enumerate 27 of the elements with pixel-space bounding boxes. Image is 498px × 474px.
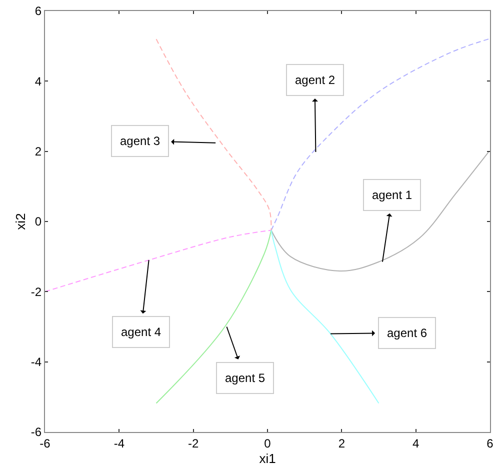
annotation: agent 3 <box>120 134 160 148</box>
line-series <box>156 38 272 231</box>
y-axis-title: xi2 <box>12 213 28 230</box>
x-tick-label: 4 <box>412 436 420 450</box>
annotation: agent 5 <box>225 371 266 385</box>
x-tick-label: 0 <box>264 436 272 450</box>
line-series <box>270 230 380 404</box>
y-tick-label: 4 <box>34 74 42 88</box>
x-tick-label: -4 <box>114 436 125 450</box>
annotation: agent 1 <box>372 188 412 202</box>
y-tick-label: -4 <box>30 355 42 370</box>
annotation: agent 4 <box>121 325 162 339</box>
line-series <box>270 152 490 272</box>
x-tick-label: 2 <box>338 436 346 450</box>
annotation: agent 2 <box>295 73 336 87</box>
y-tick-label: 2 <box>34 144 42 159</box>
x-tick-label: -2 <box>188 436 199 450</box>
y-tick-label: -2 <box>30 284 42 299</box>
x-tick-label: 6 <box>486 436 494 450</box>
y-tick-label: 6 <box>34 4 42 18</box>
x-axis-title: xi1 <box>259 451 276 466</box>
line-series <box>270 38 490 231</box>
line-series <box>45 230 272 292</box>
annotation: agent 6 <box>387 326 428 340</box>
line-series <box>156 230 272 404</box>
y-tick-label: 0 <box>34 214 42 229</box>
y-tick-label: -6 <box>30 425 42 440</box>
